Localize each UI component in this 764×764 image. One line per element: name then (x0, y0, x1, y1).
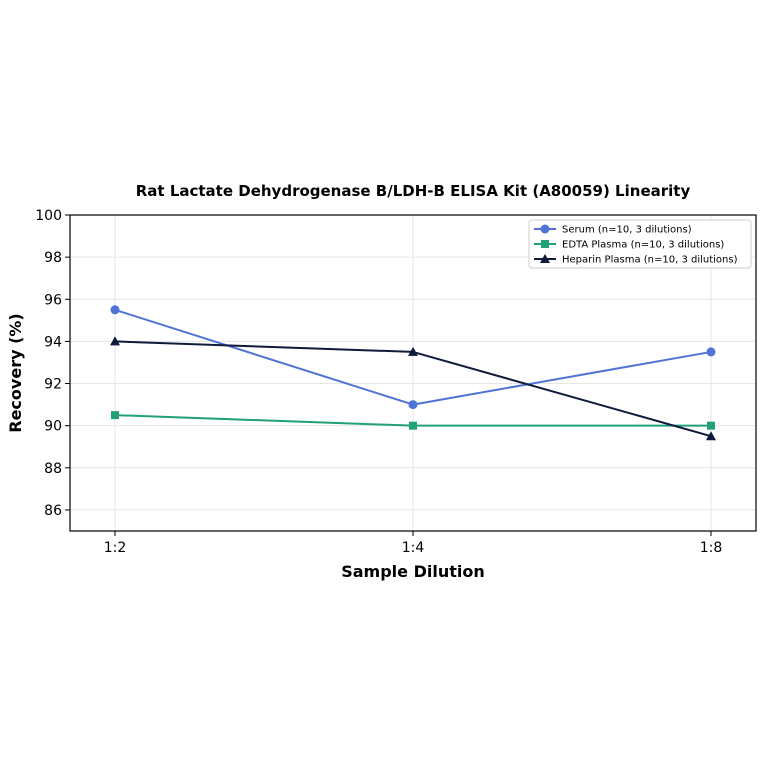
series-3 (110, 336, 716, 441)
legend-swatch-marker (540, 224, 550, 234)
y-tick-label: 92 (44, 377, 62, 393)
legend-item: Heparin Plasma (n=10, 3 dilutions) (534, 254, 738, 266)
y-tick-label: 86 (44, 503, 62, 519)
x-tick-label: 1:4 (402, 540, 425, 556)
legend-swatch-marker (541, 240, 549, 248)
legend-box (528, 219, 752, 269)
x-tick-label: 1:2 (104, 540, 127, 556)
data-point (707, 421, 715, 430)
legend: Serum (n=10, 3 dilutions) EDTA Plasma (n=… (528, 219, 752, 269)
data-point (409, 421, 417, 430)
legend-item: EDTA Plasma (n=10, 3 dilutions) (534, 240, 724, 251)
data-point (111, 411, 119, 420)
data-point (706, 347, 716, 357)
data-point (408, 346, 418, 356)
data-point (706, 431, 716, 441)
data-point (110, 305, 120, 315)
chart-title: Rat Lactate Dehydrogenase B/LDH-B ELISA … (136, 182, 691, 200)
y-tick-label: 94 (44, 334, 62, 350)
y-tick-label: 90 (44, 419, 62, 435)
y-tick-label: 100 (35, 208, 62, 224)
series-2 (111, 411, 715, 430)
x-axis-ticks: 1:2 1:4 1:8 (104, 531, 723, 556)
data-point (408, 400, 418, 410)
series-1 (110, 305, 716, 410)
y-tick-label: 98 (44, 250, 62, 266)
legend-label: Serum (n=10, 3 dilutions) (562, 225, 692, 236)
legend-label: EDTA Plasma (n=10, 3 dilutions) (562, 240, 724, 251)
y-axis-label: Recovery (%) (6, 313, 25, 432)
legend-item: Serum (n=10, 3 dilutions) (534, 224, 692, 236)
legend-swatch-marker (540, 254, 550, 263)
y-axis-ticks: 86 88 90 92 94 96 98 100 (35, 208, 70, 519)
data-point (110, 336, 120, 346)
x-axis-label: Sample Dilution (341, 562, 485, 581)
x-tick-label: 1:8 (700, 540, 723, 556)
y-tick-label: 88 (44, 461, 62, 477)
series-layer (110, 305, 716, 441)
y-tick-label: 96 (44, 292, 62, 308)
legend-label: Heparin Plasma (n=10, 3 dilutions) (562, 255, 738, 266)
